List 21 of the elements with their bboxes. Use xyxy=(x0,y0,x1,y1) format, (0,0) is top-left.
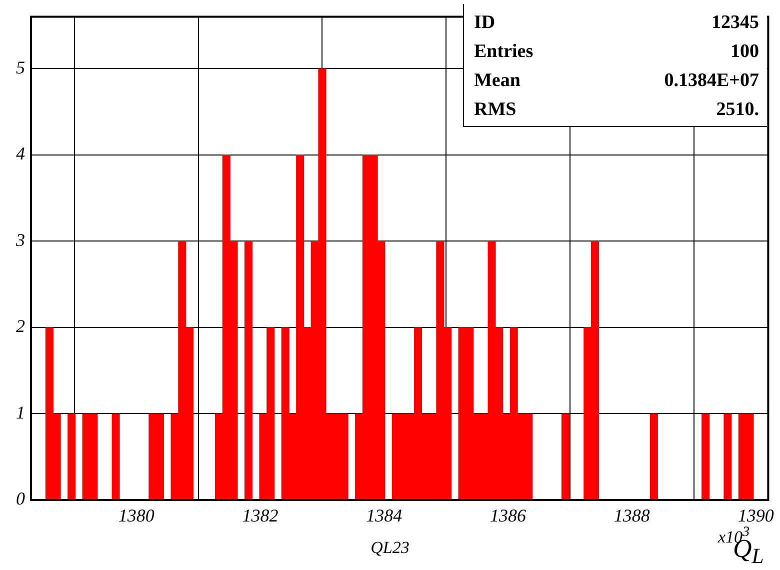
y-tick-label: 4 xyxy=(16,144,25,164)
annotation: 0.1384E+07 xyxy=(664,69,759,93)
y-tick-label: 5 xyxy=(16,57,25,78)
x-tick-label: 1388 xyxy=(614,506,650,526)
annotation: Entries xyxy=(474,40,534,64)
annotation: 2510. xyxy=(716,98,759,122)
annotation: 12345 xyxy=(712,11,759,35)
text: QL23 xyxy=(370,538,410,557)
annotation: ID xyxy=(474,11,496,35)
annotation: RMS xyxy=(474,98,516,122)
y-tick-label: 0 xyxy=(16,488,25,509)
y-tick-label: 2 xyxy=(16,316,25,336)
x-tick-label: 1384 xyxy=(366,506,402,526)
annotation: 100 xyxy=(730,40,759,64)
x-tick-label: 1386 xyxy=(490,506,526,526)
y-tick-label: 1 xyxy=(16,402,25,422)
x-tick-label: 1390 xyxy=(738,506,774,526)
x-tick-label: 1382 xyxy=(242,506,278,526)
annotation: Mean xyxy=(474,69,520,93)
y-tick-label: 3 xyxy=(15,230,25,250)
x-tick-label: 1380 xyxy=(118,506,154,526)
